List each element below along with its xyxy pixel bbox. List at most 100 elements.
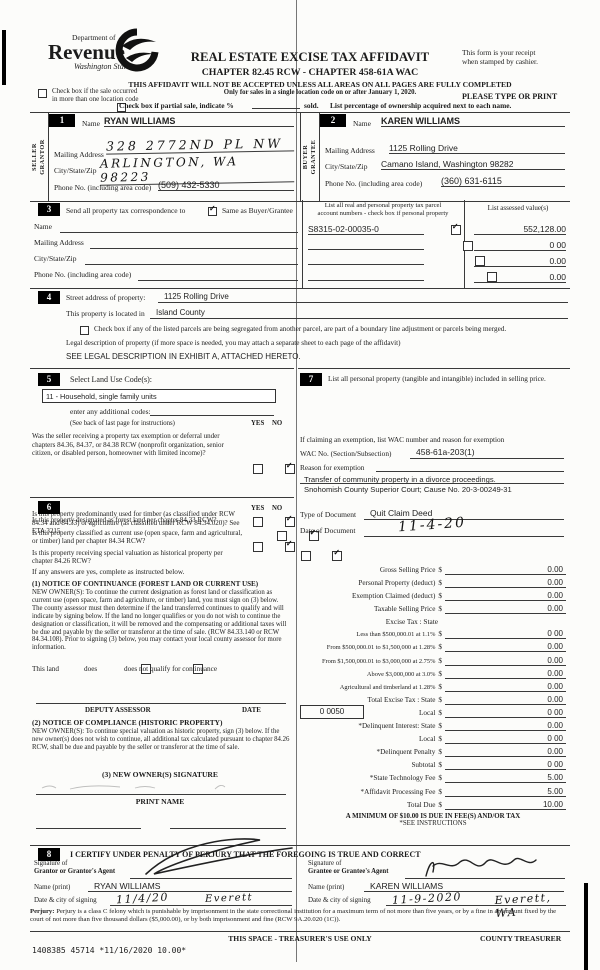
seller-mailing-field[interactable]: 328 2772ND PL NW [105, 135, 295, 155]
assessed-value-3[interactable]: 0.00 [474, 256, 566, 267]
parcel-number-3[interactable] [308, 264, 424, 265]
s6-q2-yes-checkbox[interactable] [276, 531, 287, 542]
money-value[interactable]: 0.00 [445, 656, 566, 666]
parcel-4-personal-checkbox[interactable] [486, 272, 497, 283]
partial-sale-percent-field[interactable] [252, 108, 300, 109]
s6-q1-no-checkbox[interactable]: ✓ [284, 515, 295, 528]
does-not-qualify-checkbox[interactable] [193, 664, 204, 675]
legal-description-value[interactable]: SEE LEGAL DESCRIPTION IN EXHIBIT A, ATTA… [66, 352, 301, 361]
grantor-date-value[interactable]: 11/4/20 [115, 890, 170, 907]
s3-city-field[interactable] [85, 264, 298, 265]
seller-name-field[interactable]: RYAN WILLIAMS [104, 116, 294, 127]
located-in-field[interactable]: Island County [156, 308, 205, 317]
section-5: 5 Select Land Use Code(s): 11 - Househol… [30, 368, 295, 553]
buyer-mailing-field[interactable]: 1125 Rolling Drive [389, 143, 565, 154]
s6-q3-yes-checkbox[interactable] [300, 551, 311, 562]
money-value[interactable]: 0.00 [445, 682, 566, 692]
section-2-badge: 2 [320, 114, 346, 127]
dollar-sign: $ [438, 682, 442, 691]
s6-q2-no-checkbox[interactable]: ✓ [308, 529, 319, 542]
grantor-name-value[interactable]: RYAN WILLIAMS [94, 881, 161, 891]
s6-q3-no-checkbox[interactable]: ✓ [332, 549, 343, 562]
grantee-sig-label: Signature of Grantee or Grantee's Agent [308, 860, 388, 875]
grantee-name-value[interactable]: KAREN WILLIAMS [370, 881, 444, 891]
money-row: *State Technology Fee $5.00 [300, 773, 566, 784]
print-name-line[interactable] [36, 794, 286, 795]
deputy-assessor-line[interactable] [36, 703, 286, 704]
does-qualify-checkbox[interactable] [141, 664, 152, 675]
money-value[interactable]: 5.00 [445, 787, 566, 797]
segregated-checkbox[interactable] [80, 325, 89, 335]
street-address-field[interactable]: 1125 Rolling Drive [164, 292, 229, 301]
parcel-number-1[interactable]: S8315-02-00035-0 [308, 224, 424, 235]
money-value[interactable]: 0.00 [445, 578, 566, 589]
s3-phone-label: Phone No. (including area code) [34, 270, 132, 279]
treasurer-divider [30, 931, 570, 932]
seller-phone-field[interactable]: (509) 432-5330 [158, 180, 294, 191]
buyer-name-field[interactable]: KAREN WILLIAMS [381, 116, 565, 127]
grantee-signature-line[interactable] [405, 878, 565, 879]
buyer-city-field[interactable]: Camano Island, Washington 98282 [381, 159, 565, 170]
grantee-signature[interactable] [420, 854, 540, 880]
money-value[interactable]: 10.00 [445, 800, 566, 810]
money-value[interactable]: 0.00 [445, 565, 566, 575]
assessed-value-2[interactable]: 0 00 [474, 240, 566, 251]
s3-mailing-field[interactable] [90, 248, 298, 249]
grantor-signature[interactable] [140, 834, 300, 880]
grantee-name-print-label: Name (print) [308, 883, 345, 891]
s5-q2-no-checkbox[interactable]: ✓ [284, 540, 295, 553]
assessed-value-4[interactable]: 0.00 [474, 272, 566, 283]
buyer-side-line1: BUYER [302, 144, 309, 170]
receipt-note-line1: This form is your receipt [462, 48, 536, 57]
same-as-buyer-label: Same as Buyer/Grantee [222, 206, 293, 215]
additional-codes-field[interactable] [150, 415, 274, 416]
doc-type-value[interactable]: Quit Claim Deed [370, 508, 433, 518]
parcel-number-2[interactable] [308, 249, 424, 250]
seller-side-line1: SELLER [31, 143, 38, 171]
s5-q2-yes-checkbox[interactable] [253, 542, 263, 553]
s3-name-field[interactable] [60, 232, 298, 233]
parcel-2-personal-checkbox[interactable] [462, 241, 473, 252]
money-value[interactable]: 0.00 [445, 642, 566, 653]
s5-q1-yes-checkbox[interactable] [253, 464, 263, 475]
money-value[interactable]: 0 00 [445, 734, 566, 745]
doc-date-value[interactable]: 11-4-20 [397, 514, 467, 536]
money-value[interactable]: 0.00 [445, 747, 566, 758]
parcel-3-personal-checkbox[interactable] [474, 256, 485, 267]
location-code-box[interactable]: 0 0050 [300, 704, 364, 719]
money-value[interactable]: 0.00 [445, 604, 566, 615]
multi-location-checkbox[interactable] [38, 88, 47, 98]
section-8-badge: 8 [38, 848, 60, 861]
buyer-phone-field[interactable]: (360) 631-6115 [441, 176, 565, 187]
money-row: Local $0 00 [300, 734, 566, 745]
s5-q1-no-checkbox[interactable]: ✓ [284, 462, 295, 475]
grantor-city-value[interactable]: Everett [204, 892, 254, 905]
s3-phone-field[interactable] [138, 280, 298, 281]
same-as-buyer-checkbox[interactable]: ✓ [208, 204, 217, 216]
partial-sale-label: Check box if partial sale, indicate % [119, 101, 234, 110]
section-3: 3 Send all property tax correspondence t… [30, 200, 570, 289]
s6-q1-yes-checkbox[interactable] [253, 517, 263, 528]
money-value[interactable]: 0 00 [445, 629, 566, 640]
money-value[interactable]: 0 00 [445, 708, 566, 718]
print-name-label: PRINT NAME [135, 797, 185, 806]
land-use-code-value: 11 - Household, single family units [46, 392, 157, 401]
located-in-line [150, 318, 568, 319]
parcel-number-4[interactable] [308, 280, 424, 281]
reason-value-2[interactable]: Snohomish County Superior Court; Cause N… [304, 485, 512, 494]
grantor-signature-line[interactable] [130, 878, 292, 879]
assessed-value-1[interactable]: 552,128.00 [474, 224, 566, 235]
parcel-1-personal-checkbox[interactable]: ✓ [450, 223, 461, 236]
money-value[interactable]: 0.00 [445, 695, 566, 705]
wac-value[interactable]: 458-61a-203(1) [416, 447, 475, 457]
land-use-code-select[interactable]: 11 - Household, single family units [42, 389, 276, 403]
money-value[interactable]: 0.00 [445, 721, 566, 732]
money-value[interactable]: 0.00 [445, 669, 566, 679]
money-value[interactable]: 0.00 [445, 591, 566, 602]
reason-value-1[interactable]: Transfer of community property in a divo… [304, 475, 496, 484]
dollar-sign: $ [438, 787, 442, 796]
partial-sale-checkbox[interactable] [116, 102, 126, 112]
money-value[interactable]: 0 00 [445, 760, 566, 771]
money-value[interactable]: 5.00 [445, 773, 566, 784]
buyer-mailing-label: Mailing Address [325, 146, 375, 155]
